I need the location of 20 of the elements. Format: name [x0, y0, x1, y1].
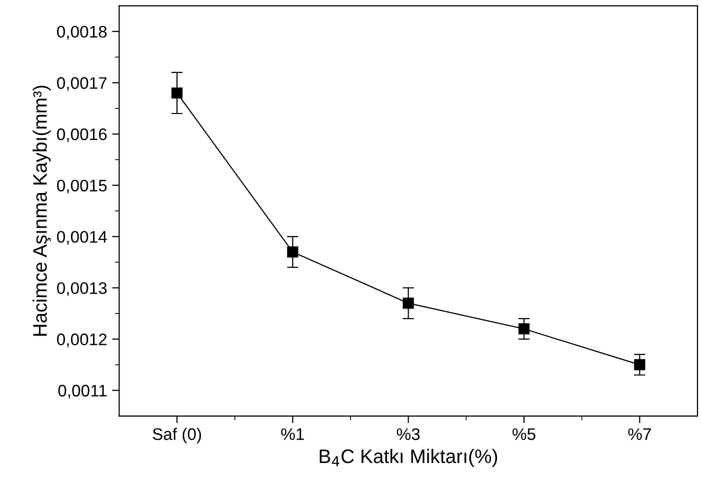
x-tick-label: Saf (0) — [152, 428, 201, 444]
y-tick-label: 0,0011 — [58, 384, 107, 399]
y-tick-label: 0,0018 — [57, 26, 107, 40]
y-tick-label: 0,0017 — [57, 77, 107, 91]
point — [171, 87, 183, 99]
x-tick-label: %3 — [396, 428, 420, 440]
point — [634, 359, 646, 370]
x-axis-title: B$_{4}$C Katkı Miktarı(%) — [320, 448, 498, 468]
y-tick-label: 0,0012 — [57, 334, 107, 348]
point — [402, 298, 414, 309]
y-tick-label: 0,0016 — [57, 128, 107, 142]
y-tick-label: 0,0015 — [57, 180, 107, 194]
x-tick-label: %1 — [281, 428, 304, 440]
y-tick-label: 0,0013 — [57, 282, 107, 296]
x-tick-label: %7 — [628, 428, 651, 440]
point — [518, 323, 530, 334]
x-tick-label: %5 — [512, 428, 536, 440]
y-axis-title: Hacimce Aşınma Kaybı(mm³) — [32, 86, 51, 336]
point — [287, 246, 298, 258]
y-tick-label: 0,0014 — [57, 230, 107, 245]
